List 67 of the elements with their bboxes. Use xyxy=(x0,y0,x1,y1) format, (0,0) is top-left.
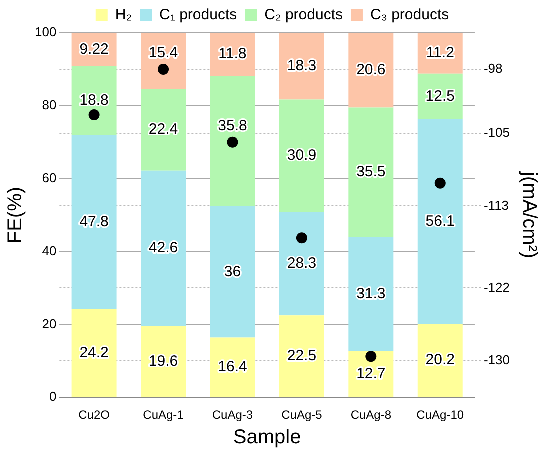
bar xyxy=(279,212,324,316)
data-label: 19.6 xyxy=(148,352,178,370)
data-label: 30.9 xyxy=(287,147,317,164)
legend-label: C₁ products xyxy=(160,6,238,24)
y2-tick-label: -130 xyxy=(484,352,510,368)
data-label: 24.2 xyxy=(80,344,109,362)
y2-axis-title: j(mA/cm²) xyxy=(518,170,540,259)
y-tick-label: 20 xyxy=(42,316,57,332)
data-label: 31.3 xyxy=(356,285,386,302)
data-label: 12.5 xyxy=(426,88,455,105)
bar xyxy=(72,135,117,310)
data-label: 22.4 xyxy=(148,121,178,138)
point xyxy=(227,136,238,148)
y-tick-label: 80 xyxy=(42,98,57,112)
bar xyxy=(279,316,324,398)
data-label: 16.4 xyxy=(218,358,248,376)
bar xyxy=(141,170,186,326)
data-label: 28.3 xyxy=(287,255,317,272)
y-tick-label: 60 xyxy=(42,170,57,186)
y2-tick-label: -98 xyxy=(484,61,503,76)
bar xyxy=(348,108,394,238)
y-tick-label: 0 xyxy=(49,389,57,404)
data-label: 22.5 xyxy=(287,347,317,364)
x-tick-label: CuAg-8 xyxy=(350,408,392,422)
data-label: 36 xyxy=(224,263,242,280)
data-label: 9.22 xyxy=(80,40,109,58)
point xyxy=(296,232,308,244)
point xyxy=(158,64,170,75)
data-label: 12.7 xyxy=(356,365,386,382)
point xyxy=(88,110,100,121)
data-label: 20.6 xyxy=(356,61,386,78)
y-tick-label: 100 xyxy=(34,24,57,40)
data-label: 56.1 xyxy=(426,212,455,230)
y2-tick-label: -113 xyxy=(484,198,510,213)
x-tick-label: Cu2O xyxy=(78,408,110,422)
data-label: 35.5 xyxy=(356,164,386,181)
x-tick-label: CuAg-10 xyxy=(416,408,464,422)
x-tick-label: CuAg-5 xyxy=(282,408,323,422)
data-label: 18.8 xyxy=(80,92,109,109)
bar xyxy=(348,237,394,352)
y-axis-title: FE(%) xyxy=(4,186,27,244)
bar xyxy=(141,89,186,171)
y2-tick-label: -105 xyxy=(484,124,510,140)
bar xyxy=(72,309,117,398)
point xyxy=(366,351,377,362)
data-label: 18.3 xyxy=(287,58,317,74)
point xyxy=(434,178,446,189)
data-label: 47.8 xyxy=(80,213,109,230)
data-label: 11.2 xyxy=(426,44,454,62)
data-label: 42.6 xyxy=(148,240,178,257)
legend-label: H₂ xyxy=(115,6,132,24)
x-tick-label: CuAg-3 xyxy=(212,408,254,422)
bar xyxy=(418,119,463,324)
y-tick-label: 40 xyxy=(42,243,57,258)
data-label: 35.8 xyxy=(218,118,248,135)
x-axis-title: Sample xyxy=(233,426,302,449)
bar xyxy=(72,66,117,136)
data-label: 11.8 xyxy=(218,46,247,63)
x-tick-label: CuAg-1 xyxy=(143,408,184,422)
bar xyxy=(210,206,256,338)
data-label: 15.4 xyxy=(148,44,178,62)
legend-label: C₂ products xyxy=(264,6,343,24)
y2-tick-label: -122 xyxy=(484,280,510,295)
legend-label: C₃ products xyxy=(370,6,450,24)
data-label: 20.2 xyxy=(426,352,455,369)
bar xyxy=(279,100,324,212)
bar xyxy=(210,76,256,207)
